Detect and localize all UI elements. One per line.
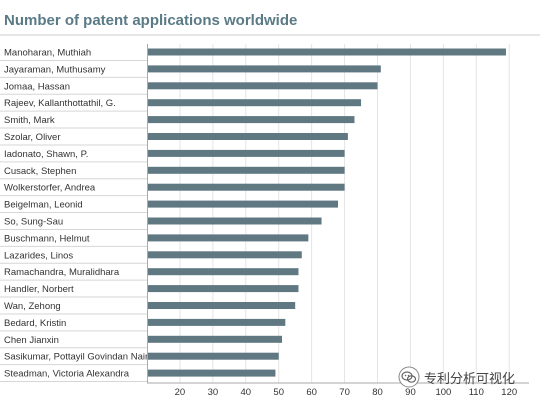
category-label: Iadonato, Shawn, P. (4, 149, 88, 160)
category-label: Ramachandra, Muralidhara (4, 267, 120, 278)
bar (148, 149, 345, 157)
bar (148, 116, 355, 124)
bar (148, 285, 299, 293)
x-tick-labels: 20 30 40 50 60 70 80 90 100 110 120 (175, 387, 518, 398)
category-label: Manoharan, Muthiah (4, 48, 91, 59)
bar (148, 99, 362, 107)
x-tick-label: 30 (208, 387, 219, 398)
bar (148, 200, 338, 208)
category-label: Sasikumar, Pottayil Govindan Nair (4, 352, 148, 363)
x-tick-label: 40 (241, 387, 252, 398)
bar (148, 166, 345, 174)
bar (148, 234, 309, 242)
category-label: Bedard, Kristin (4, 318, 66, 329)
category-labels: Manoharan, Muthiah Jayaraman, Muthusamy Jo… (0, 48, 148, 383)
bar (148, 133, 348, 140)
grid-lines (179, 44, 510, 383)
x-tick-label: 60 (306, 387, 317, 398)
bar (148, 302, 296, 309)
category-label: Buschmann, Helmut (4, 233, 90, 244)
x-tick-label: 120 (501, 387, 517, 398)
bar (148, 82, 378, 90)
category-label: Jayaraman, Muthusamy (4, 64, 106, 75)
category-label: Smith, Mark (4, 115, 55, 126)
wechat-icon (398, 366, 420, 388)
category-label: Rajeev, Kallanthottathil, G. (4, 98, 116, 109)
category-label: Jomaa, Hassan (4, 81, 70, 92)
category-label: Steadman, Victoria Alexandra (4, 369, 130, 380)
bar (148, 65, 381, 73)
bars (148, 48, 506, 377)
category-label: Wolkerstorfer, Andrea (4, 183, 96, 194)
bar (148, 268, 299, 276)
x-tick-label: 100 (435, 387, 451, 398)
x-tick-label: 20 (175, 387, 186, 398)
x-tick-label: 70 (339, 387, 350, 398)
bar (148, 335, 283, 343)
chart-title: Number of patent applications worldwide (4, 12, 298, 29)
category-label: Chen Jianxin (4, 335, 59, 346)
category-label: So, Sung-Sau (4, 217, 63, 228)
category-label: Szolar, Oliver (4, 132, 61, 143)
bar (148, 183, 345, 191)
watermark: 专利分析可视化 (398, 366, 515, 388)
x-tick-label: 50 (273, 387, 284, 398)
bar (148, 251, 302, 259)
bar (148, 48, 506, 56)
category-label: Beigelman, Leonid (4, 200, 83, 211)
bar (148, 352, 279, 360)
bar (148, 369, 276, 377)
x-tick-label: 110 (469, 387, 484, 398)
bar (148, 217, 322, 225)
bar (148, 318, 286, 326)
category-label: Wan, Zehong (4, 301, 61, 312)
x-tick-label: 90 (405, 387, 416, 398)
x-tick-label: 80 (372, 387, 383, 398)
category-label: Cusack, Stephen (4, 166, 76, 177)
category-label: Lazarides, Linos (4, 250, 73, 261)
category-label: Handler, Norbert (4, 284, 74, 295)
watermark-text: 专利分析可视化 (424, 370, 516, 386)
